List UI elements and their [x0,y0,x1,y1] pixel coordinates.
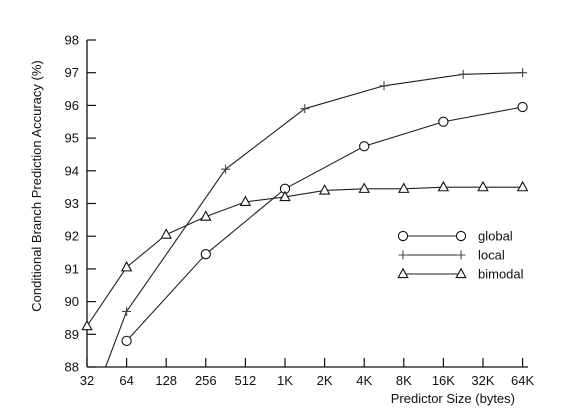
series-local [104,68,528,367]
y-tick-label: 94 [65,163,79,178]
legend-item-bimodal: bimodal [397,267,524,282]
data-point-global [200,249,211,260]
plot-area [86,40,528,368]
legend-marker-global [397,230,409,242]
series-global [121,101,528,346]
y-tick-label: 91 [65,261,79,276]
data-point-bimodal [477,180,489,192]
x-axis-title: Predictor Size (bytes) [391,391,515,406]
y-ticks: 88 89 90 91 92 93 94 95 96 97 98 [65,33,96,375]
x-tick-label: 256 [195,373,217,388]
legend-label: local [478,248,505,263]
legend-marker-local [398,250,408,260]
data-point-bimodal [160,228,172,239]
series-line-bimodal [87,186,523,327]
data-point-bimodal [516,180,529,192]
legend-item-local: local [398,248,505,263]
data-point-local [221,164,231,174]
data-point-bimodal [279,190,291,202]
series-line-global [126,106,523,342]
y-tick-label: 88 [65,360,79,375]
x-tick-label: 8K [396,373,412,388]
data-point-local [379,81,389,91]
data-point-bimodal [358,182,370,193]
y-axis-title: Conditional Branch Prediction Accuracy (… [29,60,44,311]
legend-item-global: global [397,229,513,244]
x-tick-label: 4K [356,373,372,388]
legend-label: bimodal [478,267,524,282]
data-point-local [300,104,310,114]
data-point-local [518,68,528,78]
y-tick-label: 97 [65,65,79,80]
x-tick-label: 32K [471,373,494,388]
x-tick-label: 64 [119,373,133,388]
data-point-bimodal [437,180,450,192]
data-point-bimodal [120,260,133,272]
data-point-local [458,69,468,79]
legend-marker-bimodal [455,267,467,279]
legend-marker-global [455,230,467,242]
series-bimodal [81,180,529,331]
data-point-global [359,141,370,152]
data-point-global [438,116,449,127]
data-point-bimodal [318,184,331,195]
legend-marker-local [456,250,466,260]
y-tick-label: 98 [65,33,79,48]
legend-marker-bimodal [397,267,409,279]
y-tick-label: 96 [65,98,79,113]
series-layer [81,68,529,367]
data-point-bimodal [81,319,93,331]
x-ticks: 32 64 128 256 512 1K 2K 4K 8K 16K 32K 64K [80,358,534,388]
data-point-local [122,306,132,316]
x-tick-label: 1K [277,373,293,388]
data-point-bimodal [200,210,212,221]
data-point-global [517,101,528,113]
x-tick-label: 128 [155,373,177,388]
series-line-local [104,72,523,367]
data-point-bimodal [239,195,252,207]
x-tick-label: 32 [80,373,94,388]
y-tick-label: 92 [65,229,79,244]
legend-label: global [478,229,513,244]
x-tick-label: 64K [511,373,534,388]
y-tick-label: 89 [65,327,79,342]
x-tick-label: 512 [235,373,257,388]
data-point-global [121,335,132,346]
y-tick-label: 95 [65,131,79,146]
y-tick-label: 93 [65,196,79,211]
y-tick-label: 90 [65,294,79,309]
x-tick-label: 2K [317,373,333,388]
data-point-bimodal [398,182,410,193]
x-tick-label: 16K [432,373,455,388]
legend: global local bimodal [397,229,524,282]
